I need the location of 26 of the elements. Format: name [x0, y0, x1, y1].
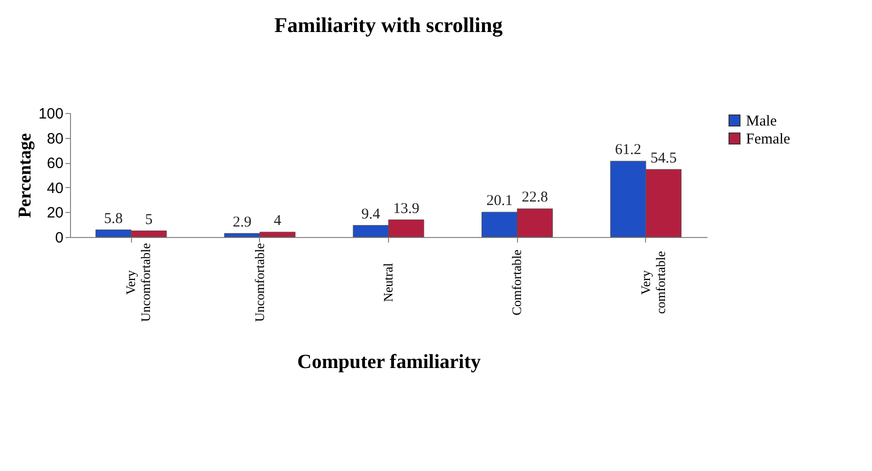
- data-label: 5.8: [104, 210, 123, 227]
- y-tick-label: 100: [38, 106, 64, 122]
- data-label: 54.5: [650, 150, 677, 166]
- y-tick-label: 0: [55, 230, 64, 246]
- data-label: 13.9: [393, 200, 420, 217]
- x-axis-title: Computer familiarity: [297, 350, 481, 373]
- x-tick-label: Uncomfortable: [252, 242, 267, 322]
- y-tick-label: 40: [46, 180, 64, 197]
- x-tick-label: Neutral: [380, 262, 396, 302]
- x-tick-label: Comfortable: [509, 249, 524, 316]
- legend-label: Male: [746, 114, 778, 130]
- x-tick-label: Very comfortable: [638, 250, 668, 314]
- y-axis-title: Percentage: [14, 133, 34, 218]
- data-label: 22.8: [522, 190, 548, 206]
- y-tick-label: 60: [46, 155, 64, 172]
- chart-title: Familiarity with scrolling: [274, 13, 504, 37]
- data-label: 61.2: [615, 142, 642, 158]
- data-label: 2.9: [232, 214, 252, 230]
- x-tick-label: Very Uncomfortable: [123, 242, 154, 322]
- y-tick-label: 80: [46, 130, 64, 148]
- data-label: 9.4: [361, 206, 381, 222]
- y-tick-label: 20: [46, 204, 64, 222]
- data-label: 20.1: [486, 193, 513, 210]
- data-label: 4: [274, 213, 282, 230]
- legend-label: Female: [746, 132, 790, 148]
- data-label: 5: [145, 212, 153, 228]
